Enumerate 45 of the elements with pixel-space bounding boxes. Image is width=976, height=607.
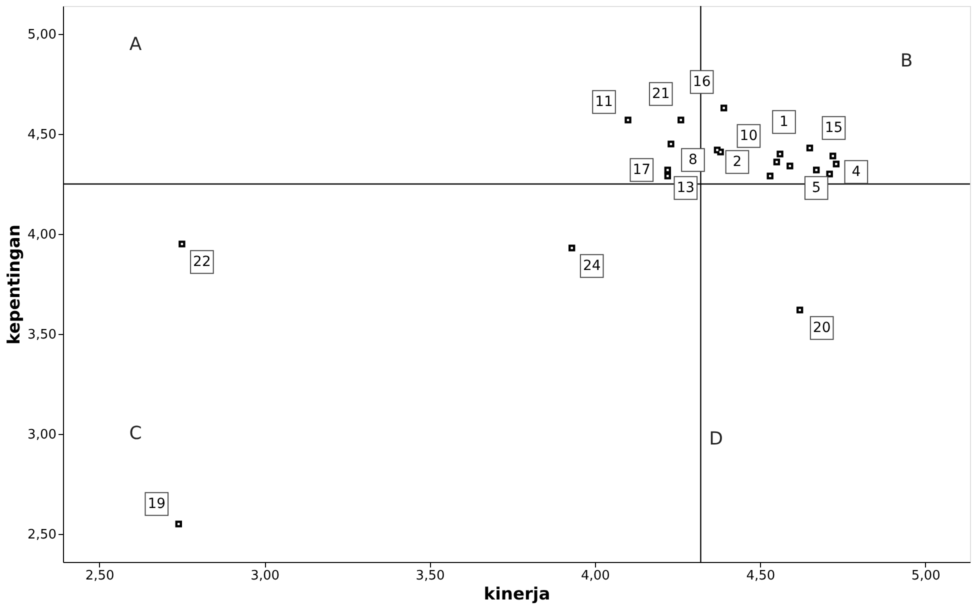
- x-tick-label: 3,00: [250, 568, 280, 584]
- point: [806, 144, 814, 152]
- annotation: 11: [595, 94, 613, 110]
- x-axis-title: kinerja: [484, 584, 550, 604]
- point: [664, 172, 672, 180]
- point: [720, 104, 728, 112]
- annotation: 22: [193, 254, 211, 270]
- point: [175, 520, 182, 528]
- point: [678, 116, 684, 124]
- x-tick-label: 5,00: [911, 568, 940, 584]
- annotation: 20: [812, 320, 831, 336]
- y-axis-title: kepentingan: [4, 224, 25, 344]
- annotation: 8: [688, 152, 698, 168]
- x-tick-label: 4,50: [746, 568, 776, 584]
- annotation: 15: [824, 120, 843, 136]
- annotation: C: [129, 423, 142, 444]
- annotation: 16: [692, 74, 711, 90]
- annotation: 21: [652, 86, 670, 102]
- point: [773, 158, 780, 166]
- annotation: D: [709, 428, 723, 450]
- annotation: 17: [632, 162, 651, 178]
- annotation: 2: [732, 154, 742, 170]
- point: [832, 160, 840, 168]
- annotation: 1: [780, 114, 788, 130]
- annotation: 4: [852, 164, 861, 180]
- point: [813, 166, 820, 174]
- annotation: 24: [582, 258, 601, 274]
- y-tick-label: 4,00: [28, 228, 56, 242]
- y-tick-label: 3,00: [28, 428, 56, 442]
- annotation: 10: [740, 128, 758, 144]
- annotation: 13: [676, 180, 695, 196]
- x-tick-label: 4,00: [581, 568, 610, 584]
- y-tick-label: 5,00: [28, 28, 56, 42]
- point: [568, 244, 576, 252]
- point: [796, 306, 804, 314]
- annotation: 19: [148, 496, 166, 512]
- x-tick-label: 2,50: [85, 568, 114, 584]
- annotation: A: [129, 34, 142, 55]
- annotation: 5: [812, 180, 821, 196]
- y-tick-label: 2,50: [28, 528, 56, 542]
- point: [830, 152, 836, 160]
- y-tick-label: 4,50: [28, 128, 56, 142]
- y-tick-label: 3,50: [28, 328, 56, 342]
- x-tick-label: 3,50: [416, 568, 445, 584]
- annotation: B: [900, 50, 913, 72]
